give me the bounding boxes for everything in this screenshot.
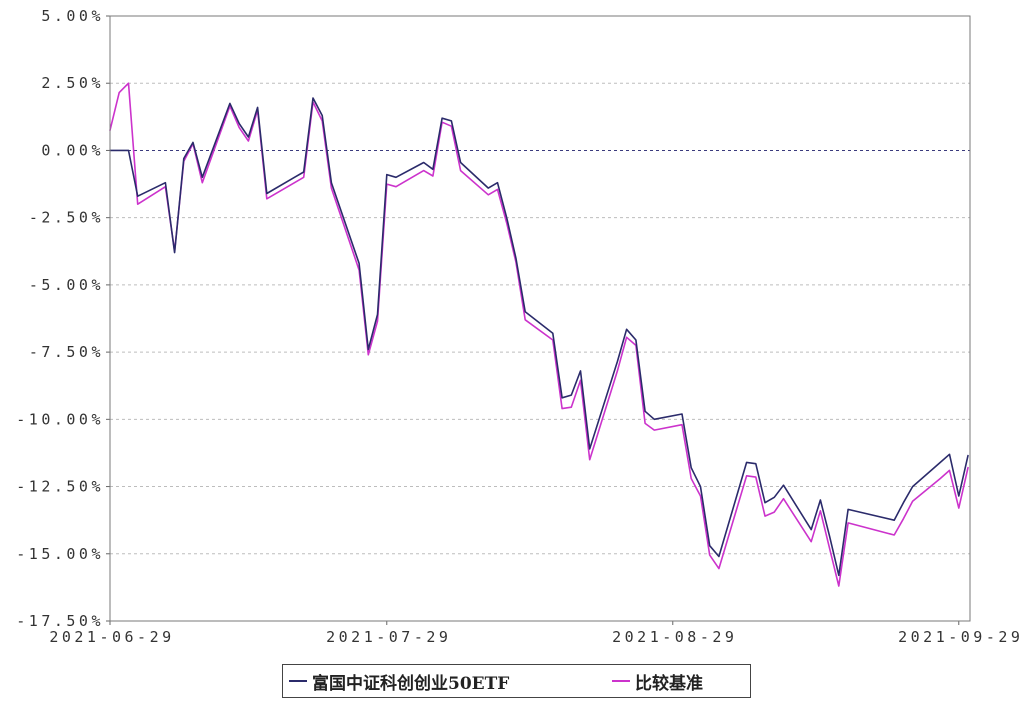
y-tick-label: -17.50% [16, 612, 104, 630]
x-tick-label: 2021-07-29 [326, 628, 451, 646]
series-line-benchmark [109, 82, 969, 587]
legend-item-benchmark: 比较基准 [612, 665, 703, 697]
axis-labels: 5.00% 2.50% 0.00% -2.50% -5.00% -7.50% -10.00%… [16, 7, 1023, 646]
plot-border [109, 15, 971, 622]
x-tick-label: 2021-09-29 [898, 628, 1023, 646]
legend-item-fund: 富国中证科创创业50ETF [289, 665, 509, 697]
legend: 富国中证科创创业50ETF 比较基准 [282, 664, 751, 698]
y-tick-label: -10.00% [16, 410, 104, 428]
grid-layer [106, 15, 970, 625]
y-tick-label: 0.00% [41, 141, 104, 159]
y-tick-label: -7.50% [29, 343, 104, 361]
x-tick-label: 2021-06-29 [49, 628, 174, 646]
legend-swatch-fund [289, 680, 307, 682]
y-tick-label: -12.50% [16, 478, 104, 496]
y-tick-label: 5.00% [41, 7, 104, 25]
y-tick-label: 2.50% [41, 74, 104, 92]
legend-label-fund: 富国中证科创创业50ETF [312, 673, 510, 694]
y-tick-label: -5.00% [29, 276, 104, 294]
legend-swatch-benchmark [612, 680, 630, 682]
series-layer [109, 82, 969, 587]
y-tick-label: -15.00% [16, 545, 104, 563]
legend-label-benchmark: 比较基准 [635, 673, 703, 694]
x-tick-label: 2021-08-29 [612, 628, 737, 646]
y-tick-label: -2.50% [29, 209, 104, 227]
series-line-fund [109, 97, 969, 577]
